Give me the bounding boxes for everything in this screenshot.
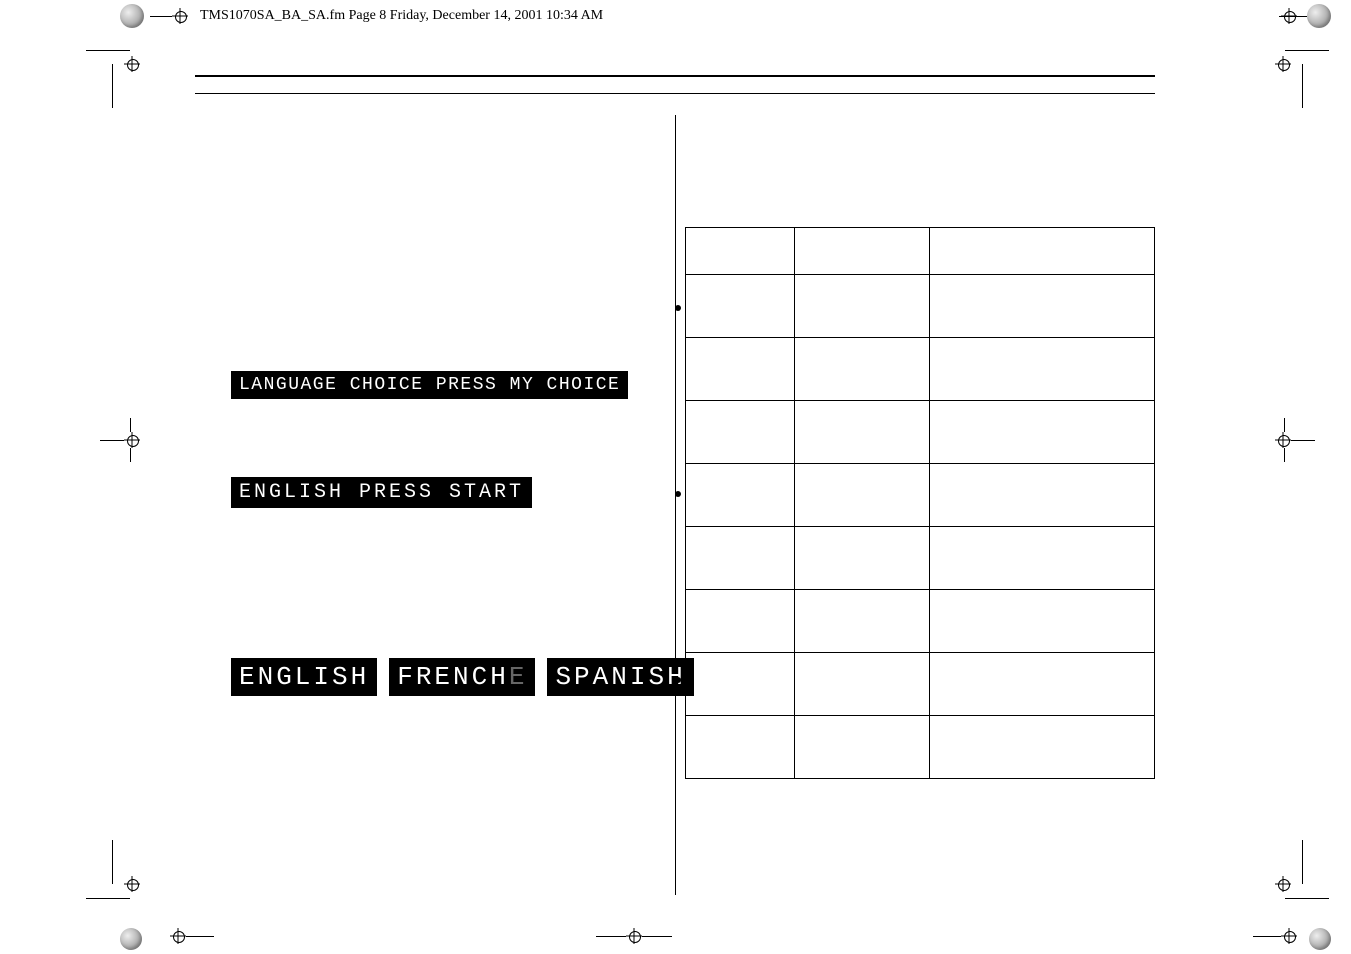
page-content: LANGUAGE CHOICE PRESS MY CHOICE ENGLISH … (195, 75, 1155, 895)
table-cell (794, 275, 929, 337)
table-cell (794, 464, 929, 526)
table-row (685, 275, 1154, 338)
registration-circle (120, 4, 144, 28)
table-row (685, 527, 1154, 590)
lcd-language-french-text: FRENCH (397, 662, 509, 692)
registration-line (112, 840, 113, 884)
header-filename: TMS1070SA_BA_SA.fm Page 8 Friday, Decemb… (200, 8, 603, 24)
registration-line (1284, 418, 1285, 432)
registration-line (186, 936, 214, 937)
bullet-icon (675, 677, 681, 683)
table-row (685, 590, 1154, 653)
table-row (685, 228, 1154, 275)
registration-line (130, 448, 131, 462)
table-cell (685, 653, 794, 715)
right-column (675, 115, 1155, 895)
registration-target (124, 432, 140, 448)
table-cell (685, 590, 794, 652)
registration-line (112, 64, 113, 108)
table-cell (794, 716, 929, 778)
left-column: LANGUAGE CHOICE PRESS MY CHOICE ENGLISH … (195, 115, 675, 895)
table-cell (685, 228, 794, 274)
table-cell (929, 653, 1154, 715)
registration-target (124, 56, 140, 72)
lcd-language-english: ENGLISH (231, 658, 377, 696)
registration-target (1281, 928, 1297, 944)
rule-top-thick (195, 75, 1155, 77)
lcd-language-french: FRENCHE (389, 658, 535, 696)
table-cell (929, 527, 1154, 589)
registration-line (1291, 440, 1315, 441)
table-cell (685, 275, 794, 337)
registration-line (642, 936, 672, 937)
registration-circle (1307, 4, 1331, 28)
registration-line (130, 418, 131, 432)
data-table (685, 227, 1155, 779)
registration-target (170, 928, 186, 944)
registration-line (1302, 64, 1303, 108)
table-cell (685, 401, 794, 463)
table-cell (685, 464, 794, 526)
table-row (685, 464, 1154, 527)
table-cell (929, 228, 1154, 274)
table-cell (794, 338, 929, 400)
registration-line (1253, 936, 1281, 937)
lcd-language-spanish: SPANISH (547, 658, 693, 696)
registration-line (86, 898, 130, 899)
table-cell (794, 653, 929, 715)
table-cell (794, 228, 929, 274)
table-row (685, 401, 1154, 464)
registration-line (86, 50, 130, 51)
registration-line (1279, 16, 1307, 17)
table-cell (685, 338, 794, 400)
table-cell (685, 716, 794, 778)
registration-line (1302, 840, 1303, 884)
table-row (685, 653, 1154, 716)
registration-target (1275, 56, 1291, 72)
table-cell (929, 590, 1154, 652)
registration-target (124, 876, 140, 892)
table-cell (794, 590, 929, 652)
rule-top-thin (195, 93, 1155, 94)
registration-line (150, 16, 172, 17)
table-cell (929, 464, 1154, 526)
registration-circle (120, 928, 142, 950)
table-row (685, 716, 1154, 779)
lcd-message-english: ENGLISH PRESS START (231, 477, 532, 508)
table-cell (929, 401, 1154, 463)
registration-circle (1309, 928, 1331, 950)
table-cell (929, 275, 1154, 337)
registration-line (1285, 898, 1329, 899)
registration-target (626, 928, 642, 944)
table-cell (929, 716, 1154, 778)
table-cell (794, 401, 929, 463)
registration-line (1284, 448, 1285, 462)
registration-target (172, 8, 188, 24)
registration-line (1285, 50, 1329, 51)
table-cell (794, 527, 929, 589)
bullet-icon (675, 305, 681, 311)
registration-line (596, 936, 626, 937)
registration-target (1275, 876, 1291, 892)
registration-target (1275, 432, 1291, 448)
bullet-icon (675, 491, 681, 497)
registration-line (100, 440, 124, 441)
lcd-language-french-ghost: E (509, 662, 528, 692)
table-cell (685, 527, 794, 589)
table-row (685, 338, 1154, 401)
table-cell (929, 338, 1154, 400)
lcd-message-choice: LANGUAGE CHOICE PRESS MY CHOICE (231, 371, 628, 399)
